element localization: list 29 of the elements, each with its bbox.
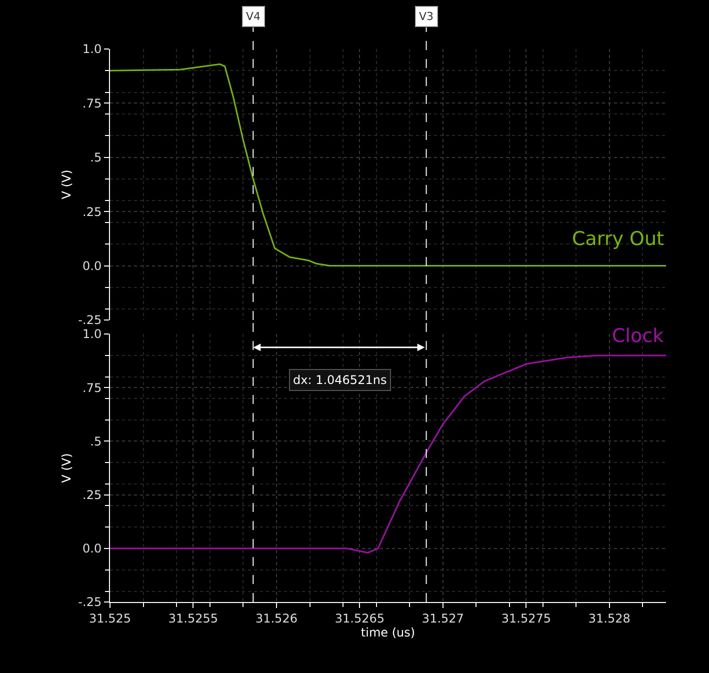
line-series bbox=[110, 63, 666, 267]
x-tick-label: 31.528 bbox=[588, 611, 630, 626]
y-tick-label: -.25 bbox=[78, 313, 102, 328]
x-tick-label: 31.525 bbox=[89, 611, 131, 626]
series-label: Carry Out bbox=[572, 228, 664, 250]
x-tick-label: 31.526 bbox=[255, 611, 298, 626]
y-axis-title: V (V) bbox=[59, 453, 74, 483]
x-tick-label: 31.527 bbox=[422, 611, 464, 626]
y-tick-label: -.25 bbox=[78, 595, 102, 610]
y-tick-label: .25 bbox=[82, 204, 102, 219]
x-tick-label: 31.5275 bbox=[501, 611, 551, 626]
y-tick-label: .5 bbox=[90, 150, 102, 165]
ref-line-label: V4 bbox=[246, 10, 261, 23]
x-axis-title: time (us) bbox=[360, 625, 416, 640]
y-tick-label: 0.0 bbox=[82, 542, 102, 556]
series-label: Clock bbox=[612, 325, 664, 347]
ref-line-label: V3 bbox=[419, 10, 434, 23]
y-tick-label: .25 bbox=[82, 488, 102, 502]
y-tick-label: 1.0 bbox=[82, 42, 102, 56]
x-tick-label: 31.5255 bbox=[168, 611, 218, 626]
y-axis-title: V (V) bbox=[59, 170, 74, 200]
x-tick-label: 31.5265 bbox=[334, 611, 385, 626]
y-tick-label: .75 bbox=[82, 380, 102, 395]
y-tick-label: 1.0 bbox=[82, 327, 102, 342]
y-tick-label: .75 bbox=[82, 96, 102, 110]
annotation: dx: 1.046521ns bbox=[293, 373, 387, 387]
y-tick-label: 0.0 bbox=[82, 258, 102, 273]
line-series bbox=[110, 354, 666, 554]
y-tick-label: .5 bbox=[90, 434, 102, 448]
